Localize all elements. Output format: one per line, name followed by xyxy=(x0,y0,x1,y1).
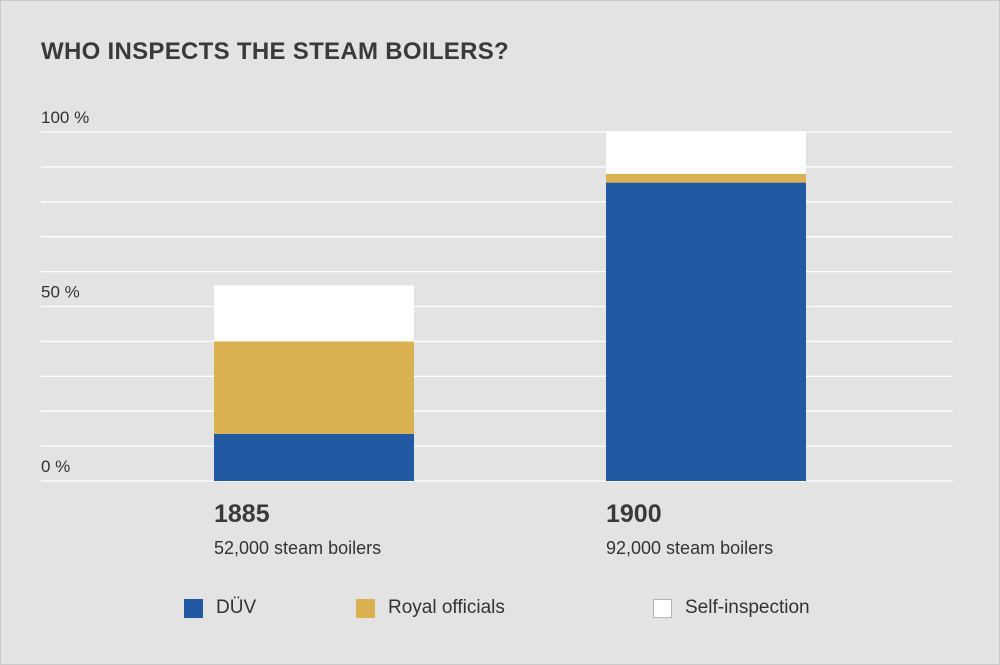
chart-title: WHO INSPECTS THE STEAM BOILERS? xyxy=(41,38,509,65)
y-axis-ticks: 0 % 50 % 100 % xyxy=(41,108,89,476)
category-subtitle: 92,000 steam boilers xyxy=(606,538,773,558)
legend-swatch xyxy=(184,598,203,618)
legend-label: DÜV xyxy=(216,597,257,618)
legend-label: Royal officials xyxy=(388,597,505,618)
legend-label: Self-inspection xyxy=(685,597,810,618)
y-tick-label: 50 % xyxy=(41,283,80,302)
legend-item-royal-officials: Royal officials xyxy=(356,597,505,619)
bar-segment-self-inspection xyxy=(606,132,806,174)
bar-segment-self-inspection xyxy=(214,285,414,342)
bar-segment-duv xyxy=(214,433,414,481)
bar-segment-royal-officials xyxy=(606,173,806,183)
y-tick-label: 0 % xyxy=(41,457,70,476)
y-tick-label: 100 % xyxy=(41,108,89,127)
category-subtitle: 52,000 steam boilers xyxy=(214,538,381,558)
legend-swatch xyxy=(356,598,375,618)
gridlines xyxy=(41,131,953,482)
bars xyxy=(214,132,806,482)
legend-swatch xyxy=(653,598,672,618)
category-label: 1885 xyxy=(214,500,270,528)
category-label: 1900 xyxy=(606,500,662,528)
category-labels: 1885 52,000 steam boilers 1900 92,000 steam… xyxy=(214,500,773,558)
legend-item-self-inspection: Self-inspection xyxy=(653,597,810,619)
legend: DÜV Royal officials Self-inspection xyxy=(0,597,1000,621)
legend-item-duv: DÜV xyxy=(184,597,256,619)
bar-segment-royal-officials xyxy=(214,341,414,434)
bar-segment-duv xyxy=(606,182,806,482)
